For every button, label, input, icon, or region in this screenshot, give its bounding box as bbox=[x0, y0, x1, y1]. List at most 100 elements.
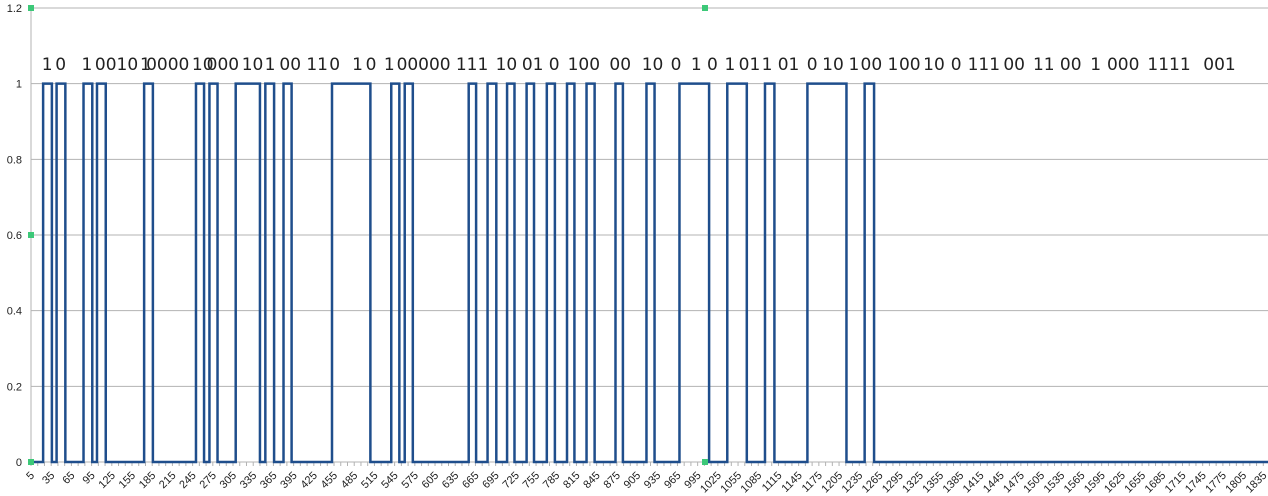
bit-annotation: 1111 bbox=[1147, 55, 1190, 75]
x-tick-label: 1355 bbox=[920, 470, 946, 496]
x-tick-label: 905 bbox=[622, 470, 643, 491]
y-tick-label: 1 bbox=[16, 79, 22, 91]
selection-handle-bottom-middle[interactable] bbox=[702, 459, 708, 465]
x-tick-label: 1565 bbox=[1062, 470, 1088, 496]
y-tick-label: 1.2 bbox=[7, 3, 22, 15]
x-tick-label: 755 bbox=[521, 470, 542, 491]
x-tick-label: 335 bbox=[238, 470, 259, 491]
x-axis-ticks: 5 35 65 95125155185215245275305335365395425… bbox=[24, 462, 1268, 495]
bit-annotation: 10 bbox=[822, 55, 844, 75]
x-tick-label: 1385 bbox=[941, 470, 967, 496]
bit-annotation: 1 bbox=[1090, 55, 1101, 75]
x-tick-label: 35 bbox=[40, 470, 57, 487]
selection-handle-middle-left[interactable] bbox=[28, 232, 34, 238]
x-tick-label: 1115 bbox=[760, 470, 785, 495]
bit-annotation: 0 bbox=[707, 55, 718, 75]
bit-annotation: 00 bbox=[899, 55, 921, 75]
x-tick-label: 365 bbox=[258, 470, 279, 491]
bit-annotation: 00 bbox=[1003, 55, 1025, 75]
bit-annotation: 1 bbox=[352, 55, 363, 75]
bit-annotation: 11 bbox=[1033, 55, 1055, 75]
x-tick-label: 155 bbox=[117, 470, 138, 491]
bit-annotation: 001 bbox=[1203, 55, 1235, 75]
x-tick-label: 845 bbox=[581, 470, 602, 491]
bit-annotation: 0000 bbox=[146, 55, 189, 75]
y-tick-label: 0.2 bbox=[7, 381, 22, 393]
x-tick-label: 1715 bbox=[1163, 470, 1189, 496]
y-axis-ticks: 0 0.2 0.4 0.6 0.8 1 1.2 bbox=[7, 3, 22, 469]
x-tick-label: 65 bbox=[60, 470, 77, 487]
bit-annotation: 1 bbox=[140, 55, 151, 75]
bit-annotation: 111 bbox=[968, 55, 1000, 75]
x-tick-label: 5 bbox=[24, 470, 37, 483]
x-tick-label: 245 bbox=[177, 470, 198, 491]
x-tick-label: 1265 bbox=[860, 470, 886, 496]
y-tick-label: 0.6 bbox=[7, 230, 22, 242]
bit-annotation: 0 bbox=[549, 55, 560, 75]
bit-annotation: 00 bbox=[397, 55, 419, 75]
x-tick-label: 875 bbox=[601, 470, 622, 491]
bit-annotation: 1 bbox=[42, 55, 53, 75]
bit-annotation: 100 bbox=[568, 55, 600, 75]
bit-annotation: 1 bbox=[888, 55, 899, 75]
bit-annotation: 0 bbox=[807, 55, 818, 75]
y-tick-label: 0.4 bbox=[7, 306, 22, 318]
bit-annotation: 1 bbox=[762, 55, 773, 75]
x-tick-label: 1085 bbox=[739, 470, 765, 496]
x-tick-label: 275 bbox=[197, 470, 218, 491]
x-tick-label: 1595 bbox=[1082, 470, 1108, 496]
x-tick-label: 305 bbox=[218, 470, 239, 491]
x-tick-label: 1805 bbox=[1223, 470, 1249, 496]
x-tick-label: 1475 bbox=[1001, 470, 1027, 496]
x-tick-label: 1835 bbox=[1244, 470, 1268, 496]
bit-annotation: 10 bbox=[242, 55, 264, 75]
x-tick-label: 1205 bbox=[819, 470, 845, 496]
selection-handle-top-left[interactable] bbox=[28, 5, 34, 11]
x-tick-label: 1625 bbox=[1102, 470, 1128, 496]
x-tick-label: 1685 bbox=[1143, 470, 1169, 496]
selection-handles[interactable] bbox=[28, 5, 708, 465]
bit-annotation: 00 bbox=[861, 55, 883, 75]
x-tick-label: 515 bbox=[359, 470, 380, 491]
x-tick-label: 935 bbox=[642, 470, 663, 491]
bit-annotation: 1 bbox=[725, 55, 736, 75]
bit-annotation: 10 bbox=[642, 55, 664, 75]
x-tick-label: 1775 bbox=[1203, 470, 1229, 496]
x-tick-label: 425 bbox=[298, 470, 319, 491]
series-line-0 bbox=[31, 82, 1268, 464]
bit-annotation: 111 bbox=[456, 55, 488, 75]
x-tick-label: 125 bbox=[96, 470, 117, 491]
bit-annotation: 1 bbox=[848, 55, 859, 75]
x-tick-label: 455 bbox=[319, 470, 340, 491]
bit-annotation: 10 bbox=[192, 55, 214, 75]
x-tick-label: 95 bbox=[81, 470, 98, 487]
bit-annotation: 1 bbox=[81, 55, 92, 75]
x-tick-label: 1025 bbox=[698, 470, 724, 496]
bit-annotation: 1 bbox=[691, 55, 702, 75]
x-tick-label: 665 bbox=[460, 470, 481, 491]
x-tick-label: 1505 bbox=[1021, 470, 1047, 496]
bit-annotation: 01 bbox=[522, 55, 544, 75]
bit-annotation: 11 bbox=[306, 55, 328, 75]
x-tick-label: 1055 bbox=[718, 470, 744, 496]
x-tick-label: 785 bbox=[541, 470, 562, 491]
x-tick-label: 635 bbox=[440, 470, 461, 491]
x-tick-label: 1235 bbox=[840, 470, 866, 496]
x-tick-label: 1175 bbox=[800, 470, 825, 495]
selection-handle-top-middle[interactable] bbox=[702, 5, 708, 11]
bit-annotation: 1 bbox=[384, 55, 395, 75]
bit-annotation: 0010 bbox=[95, 55, 138, 75]
bit-annotation: 000 bbox=[1107, 55, 1139, 75]
bit-annotation: 0 bbox=[329, 55, 340, 75]
x-tick-label: 1415 bbox=[961, 470, 987, 496]
x-tick-label: 185 bbox=[137, 470, 158, 491]
selection-handle-bottom-left[interactable] bbox=[28, 459, 34, 465]
bit-annotation: 0 bbox=[951, 55, 962, 75]
bit-annotation: 00 bbox=[279, 55, 301, 75]
x-tick-label: 695 bbox=[480, 470, 501, 491]
bit-annotation: 0 bbox=[671, 55, 682, 75]
y-tick-label: 0 bbox=[16, 457, 22, 469]
bit-annotation: 0 bbox=[55, 55, 66, 75]
